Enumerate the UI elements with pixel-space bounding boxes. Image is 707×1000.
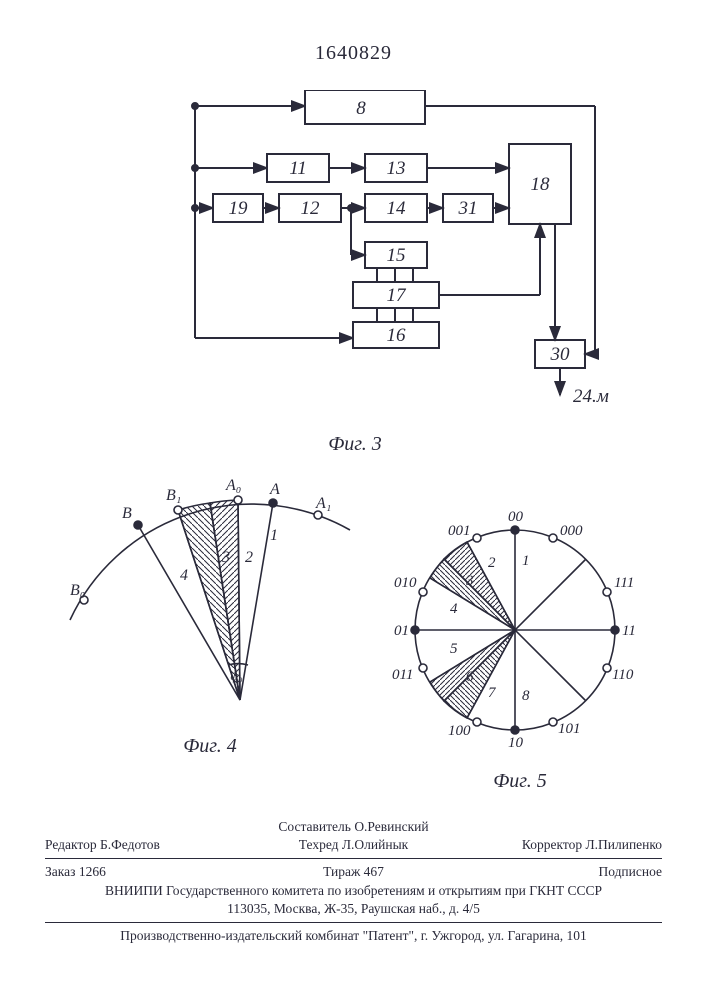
svg-text:A: A xyxy=(269,481,280,498)
compiler-name: О.Ревинский xyxy=(354,819,428,834)
tech-name: Л.Олийнык xyxy=(342,837,408,852)
svg-text:4: 4 xyxy=(180,567,188,584)
svg-text:16: 16 xyxy=(387,325,407,346)
figure-5-caption: Фиг. 5 xyxy=(370,770,670,793)
editor-name: Б.Федотов xyxy=(100,837,160,852)
tirage-value: 467 xyxy=(364,864,384,879)
svg-text:00: 00 xyxy=(508,509,524,525)
svg-text:4: 4 xyxy=(450,601,458,617)
document-number: 1640829 xyxy=(0,42,707,65)
figure-4: B₀ B B₁ A₀ A A₁ 1 2 3 4 ψ₀ Фиг. 4 xyxy=(60,470,360,750)
org-line: ВНИИПИ Государственного комитета по изоб… xyxy=(45,882,662,900)
podpis: Подписное xyxy=(598,864,662,879)
svg-text:B₁: B₁ xyxy=(166,487,181,504)
svg-text:101: 101 xyxy=(558,721,581,737)
svg-text:01: 01 xyxy=(394,623,409,639)
address2: Производственно-издательский комбинат "П… xyxy=(45,927,662,945)
svg-text:B: B xyxy=(122,505,132,522)
fig5-svg: 00 000 111 11 110 101 10 100 011 01 010 … xyxy=(370,495,660,765)
svg-text:10: 10 xyxy=(508,735,524,751)
svg-text:15: 15 xyxy=(387,245,406,266)
svg-text:010: 010 xyxy=(394,575,417,591)
svg-text:B₀: B₀ xyxy=(70,582,85,599)
svg-text:000: 000 xyxy=(560,523,583,539)
svg-text:001: 001 xyxy=(448,523,471,539)
block-diagram-svg: 8 11 13 19 12 14 31 18 15 17 16 30 xyxy=(95,90,615,430)
svg-text:1: 1 xyxy=(522,553,530,569)
svg-text:1: 1 xyxy=(270,527,278,544)
svg-text:111: 111 xyxy=(614,575,634,591)
svg-text:ψ₀: ψ₀ xyxy=(230,668,243,683)
footer-rule-1 xyxy=(45,858,662,859)
address1: 113035, Москва, Ж-35, Раушская наб., д. … xyxy=(45,900,662,918)
svg-text:14: 14 xyxy=(387,198,407,219)
svg-text:3: 3 xyxy=(221,549,230,566)
svg-text:31: 31 xyxy=(458,198,478,219)
svg-text:8: 8 xyxy=(522,688,530,704)
fig4-svg: B₀ B B₁ A₀ A A₁ 1 2 3 4 ψ₀ xyxy=(60,470,360,730)
svg-text:3: 3 xyxy=(465,573,474,589)
svg-text:24.м: 24.м xyxy=(573,386,609,407)
svg-text:19: 19 xyxy=(229,198,249,219)
svg-text:11: 11 xyxy=(289,158,307,179)
svg-text:8: 8 xyxy=(356,98,366,119)
svg-text:7: 7 xyxy=(488,685,497,701)
svg-text:A₀: A₀ xyxy=(225,477,241,494)
figure-4-caption: Фиг. 4 xyxy=(60,735,360,758)
svg-text:2: 2 xyxy=(488,555,496,571)
figure-3: 8 11 13 19 12 14 31 18 15 17 16 30 xyxy=(95,90,615,430)
svg-text:18: 18 xyxy=(531,174,551,195)
figure-5: 00 000 111 11 110 101 10 100 011 01 010 … xyxy=(370,495,670,795)
svg-text:5: 5 xyxy=(450,641,458,657)
svg-text:100: 100 xyxy=(448,723,471,739)
svg-text:6: 6 xyxy=(466,669,474,685)
svg-text:011: 011 xyxy=(392,667,413,683)
svg-text:13: 13 xyxy=(387,158,406,179)
compiler-label: Составитель xyxy=(278,819,351,834)
svg-text:2: 2 xyxy=(245,549,253,566)
order-label: Заказ xyxy=(45,864,75,879)
corrector-name: Л.Пилипенко xyxy=(585,837,662,852)
footer-rule-2 xyxy=(45,922,662,923)
svg-text:30: 30 xyxy=(550,344,571,365)
figure-3-caption: Фиг. 3 xyxy=(95,433,615,456)
svg-text:12: 12 xyxy=(301,198,321,219)
tech-label: Техред xyxy=(299,837,339,852)
svg-text:11: 11 xyxy=(622,623,636,639)
tirage-label: Тираж xyxy=(323,864,360,879)
svg-text:17: 17 xyxy=(387,285,408,306)
footer-block: Составитель О.Ревинский Редактор Б.Федот… xyxy=(45,818,662,945)
corrector-label: Корректор xyxy=(522,837,582,852)
svg-text:A₁: A₁ xyxy=(315,495,331,512)
order-value: 1266 xyxy=(79,864,106,879)
svg-text:110: 110 xyxy=(612,667,634,683)
editor-label: Редактор xyxy=(45,837,97,852)
